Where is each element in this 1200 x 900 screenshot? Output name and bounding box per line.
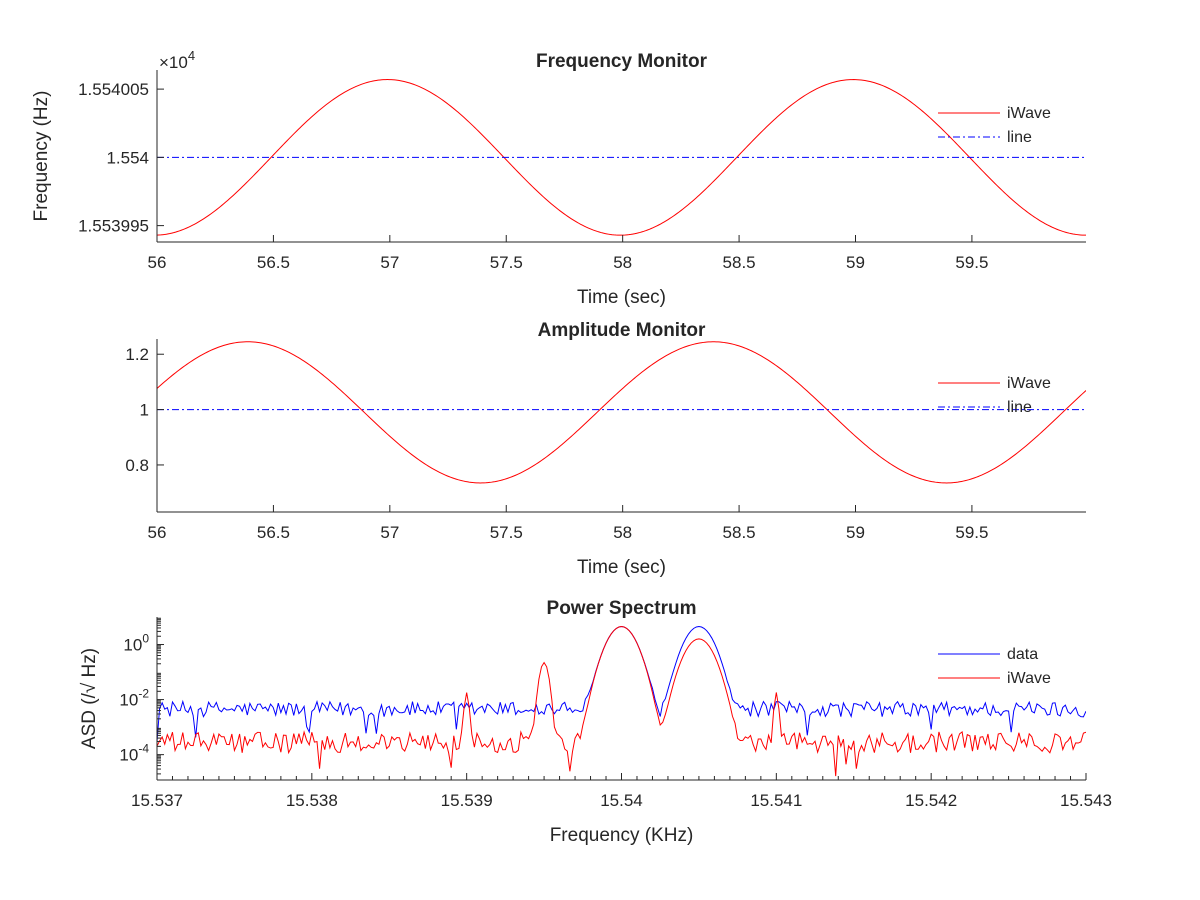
x-tick-label: 58: [613, 253, 632, 272]
legend: iWave line: [938, 105, 1051, 146]
x-tick-label: 56: [148, 523, 167, 542]
legend-entry-iwave: iWave: [1007, 375, 1051, 392]
legend-entry-data: data: [1007, 646, 1038, 663]
legend: data iWave: [938, 646, 1051, 687]
x-tick-label: 15.54: [600, 791, 643, 810]
y-axis-label: Frequency (Hz): [31, 91, 52, 222]
legend-entry-iwave: iWave: [1007, 105, 1051, 122]
subplot-3: 15.537 15.538 15.539 15.54 15.541 15.542 15.54…: [79, 598, 1112, 846]
x-tick-label: 58.5: [723, 523, 756, 542]
x-tick-label: 15.541: [750, 791, 802, 810]
x-tick-label: 15.538: [286, 791, 338, 810]
y-tick-base: 10: [119, 691, 138, 710]
subplot-title: Power Spectrum: [547, 598, 697, 619]
y-tick-label: 0.8: [125, 456, 149, 475]
y-tick-label: 10-2: [119, 687, 149, 710]
y-axis-label: ASD (/√ Hz): [79, 648, 100, 749]
subplot-title: Frequency Monitor: [536, 51, 708, 72]
x-tick-label: 56.5: [257, 523, 290, 542]
x-tick-label: 15.542: [905, 791, 957, 810]
x-tick-label: 59: [846, 523, 865, 542]
x-tick-label: 58: [613, 523, 632, 542]
x-tick-label: 56.5: [257, 253, 290, 272]
legend-entry-line: line: [1007, 129, 1032, 146]
axis-exponent-label: ×104: [159, 48, 195, 72]
y-tick-label: 1.554: [106, 148, 149, 167]
y-tick-base: 10: [119, 746, 138, 765]
legend-entry-line: line: [1007, 399, 1032, 416]
subplot-title: Amplitude Monitor: [538, 320, 706, 341]
x-tick-label: 57: [380, 523, 399, 542]
y-tick-label: 1: [140, 401, 149, 420]
series-line-iwave: [157, 79, 1086, 236]
y-tick-exponent: 0: [142, 632, 149, 646]
plot-area: [157, 626, 1086, 777]
subplot-2: 56 56.5 57 57.5 58 58.5 59 59.5 0.8 1 1.2 Amplitude…: [125, 320, 1086, 578]
x-tick-label: 57.5: [490, 523, 523, 542]
x-tick-label: 57.5: [490, 253, 523, 272]
y-tick-label: 1.2: [125, 345, 149, 364]
series-line-data: [157, 626, 1086, 742]
x-tick-label: 15.543: [1060, 791, 1112, 810]
y-tick-exponent: -4: [138, 742, 149, 756]
y-tick-label: 10-4: [119, 742, 149, 765]
y-tick-label: 100: [123, 632, 149, 655]
x-tick-label: 59.5: [955, 523, 988, 542]
x-tick-label: 15.539: [441, 791, 493, 810]
legend-entry-iwave: iWave: [1007, 670, 1051, 687]
x-tick-label: 15.537: [131, 791, 183, 810]
y-tick-label: 1.553995: [78, 217, 149, 236]
series-line-iwave: [157, 341, 1086, 484]
y-tick-exponent: -2: [138, 687, 149, 701]
exponent-power: 4: [188, 48, 195, 63]
x-tick-label: 58.5: [723, 253, 756, 272]
exponent-base: ×10: [159, 53, 188, 72]
x-axis-label: Frequency (KHz): [550, 825, 694, 846]
x-tick-label: 57: [380, 253, 399, 272]
x-tick-label: 56: [148, 253, 167, 272]
legend: iWave line: [938, 375, 1051, 416]
x-axis-label: Time (sec): [577, 287, 666, 308]
plot-area: [157, 341, 1086, 484]
x-axis-label: Time (sec): [577, 557, 666, 578]
x-tick-label: 59: [846, 253, 865, 272]
x-tick-label: 59.5: [955, 253, 988, 272]
y-tick-label: 1.554005: [78, 80, 149, 99]
y-tick-base: 10: [123, 636, 142, 655]
subplot-1: 56 56.5 57 57.5 58 58.5 59 59.5 1.553995 1.554 1.5…: [31, 48, 1086, 308]
plot-area: [157, 79, 1086, 236]
series-line-iwave: [157, 626, 1086, 777]
